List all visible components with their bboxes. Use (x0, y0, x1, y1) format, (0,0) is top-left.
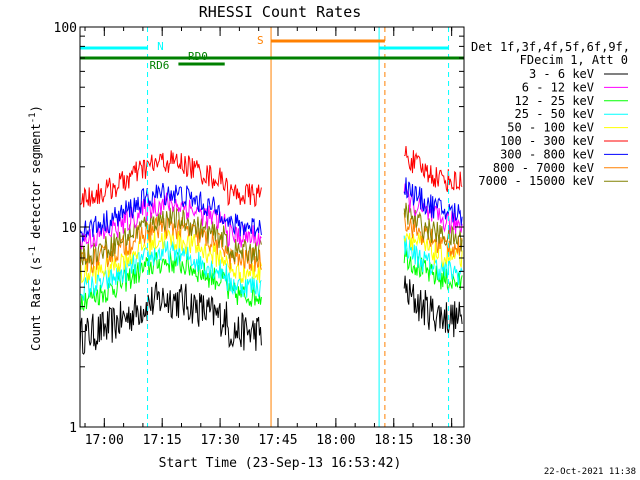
y-axis-label-part-2: detector segment (29, 123, 43, 246)
x-tick-label: 17:00 (85, 433, 124, 448)
legend-entry-label: 3 - 6 keV (529, 67, 594, 81)
x-tick-label: 17:30 (201, 433, 240, 448)
y-axis-label-exp-2: -1 (28, 112, 38, 123)
y-tick-label: 100 (54, 21, 77, 36)
legend-entry-label: 100 - 300 keV (500, 134, 594, 148)
x-tick-label: 18:30 (432, 433, 471, 448)
legend-entry-label: 7000 - 15000 keV (478, 174, 594, 188)
y-tick-label: 10 (61, 221, 77, 236)
series-line (79, 183, 262, 243)
legend-entry-label: 6 - 12 keV (522, 80, 594, 94)
y-tick-label: 1 (69, 421, 77, 436)
series-line (79, 228, 262, 284)
series-line (403, 275, 463, 338)
y-axis-label-part-3: ) (29, 105, 43, 112)
x-axis-label: Start Time (23-Sep-13 16:53:42) (159, 456, 402, 471)
legend-entry-label: 50 - 100 keV (507, 121, 594, 135)
series-line (403, 177, 463, 226)
y-axis: 100 10 1 (54, 21, 464, 436)
series-line (79, 240, 262, 301)
x-axis: 17:00 17:15 17:30 17:45 18:00 18:15 18:30 (84, 27, 471, 448)
legend-entry-label: 300 - 800 keV (500, 147, 594, 161)
x-tick-label: 18:00 (316, 433, 355, 448)
saa-flag-label: S (257, 34, 264, 47)
rd6-flag-label: RD6 (149, 59, 169, 72)
y-axis-label-exp-1: -1 (28, 246, 38, 257)
y-axis-label-part-1: Count Rate (s (29, 257, 43, 351)
legend-header-line-2: FDecim 1, Att 0 (520, 53, 628, 67)
legend-header-line-1: Det 1f,3f,4f,5f,6f,9f, (471, 40, 630, 54)
rd0-flag-label: RD0 (188, 50, 208, 63)
series-line (404, 146, 463, 192)
series-line (79, 150, 262, 208)
series-line (403, 232, 463, 268)
series-line (403, 202, 463, 252)
chart-title: RHESSI Count Rates (199, 3, 362, 21)
timestamp: 22-Oct-2021 11:38 (544, 467, 636, 477)
series-line (79, 281, 262, 355)
y-axis-label: Count Rate (s-1 detector segment-1) (28, 105, 43, 351)
plot-area: N S RD0 RD6 (79, 27, 464, 427)
legend: Det 1f,3f,4f,5f,6f,9f, FDecim 1, Att 0 3… (471, 40, 630, 188)
night-flag-label: N (157, 40, 164, 53)
x-tick-label: 17:15 (143, 433, 182, 448)
series-line (403, 235, 463, 286)
series-line (403, 212, 463, 257)
legend-entry-label: 12 - 25 keV (515, 94, 594, 108)
legend-entry-label: 800 - 7000 keV (493, 161, 594, 175)
series-line (79, 206, 262, 266)
x-tick-label: 17:45 (258, 433, 297, 448)
series-line (403, 247, 463, 291)
x-tick-label: 18:15 (374, 433, 413, 448)
legend-entry-label: 25 - 50 keV (515, 107, 594, 121)
